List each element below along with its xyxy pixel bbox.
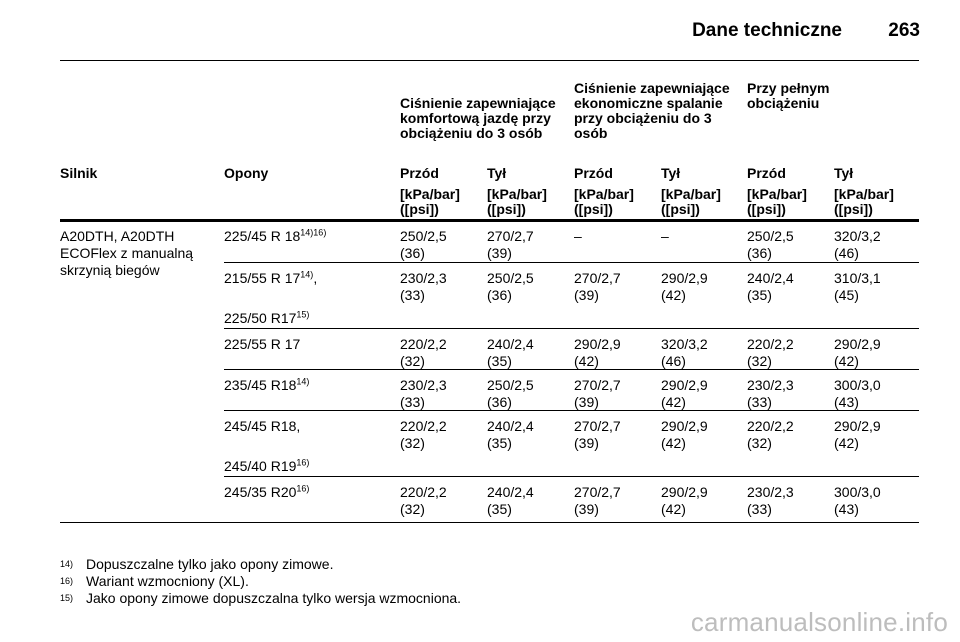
pressure-value: 270/2,7 (39) <box>574 418 621 451</box>
tire-size: 245/35 R2016) <box>224 483 310 500</box>
tire-size: 225/55 R 17 <box>224 336 301 352</box>
unit-label: [kPa/bar] ([psi]) <box>834 186 894 217</box>
pressure-value: 290/2,9 (42) <box>661 270 708 303</box>
page-title: Dane techniczne <box>692 20 842 41</box>
col-header-tires: Opony <box>224 165 269 181</box>
unit-label: [kPa/bar] ([psi]) <box>747 186 807 217</box>
pressure-value: 250/2,5 (36) <box>400 228 447 261</box>
pressure-value: 300/3,0 (43) <box>834 484 881 517</box>
row-divider <box>224 328 919 329</box>
unit-label: [kPa/bar] ([psi]) <box>400 186 460 217</box>
pressure-value: – <box>574 228 582 244</box>
pressure-value: 240/2,4 (35) <box>487 484 534 517</box>
pressure-value: 230/2,3 (33) <box>747 377 794 410</box>
pressure-value: 290/2,9 (42) <box>834 418 881 451</box>
pressure-value: 240/2,4 (35) <box>487 336 534 369</box>
col-header-engine: Silnik <box>60 165 98 181</box>
col-header-full-rear: Tył <box>834 165 854 181</box>
col-header-eco-rear: Tył <box>661 165 681 181</box>
footnote: 16) Wariant wzmocniony (XL). <box>60 573 249 589</box>
pressure-value: 270/2,7 (39) <box>487 228 534 261</box>
row-divider <box>224 410 919 411</box>
footnote: 14) Dopuszczalne tylko jako opony zimowe. <box>60 556 334 572</box>
tire-size: 215/55 R 1714), <box>224 269 318 286</box>
group-header-comfort: Ciśnienie zapewniające komfortową jazdę … <box>400 95 556 141</box>
pressure-value: 270/2,7 (39) <box>574 270 621 303</box>
page-number: 263 <box>888 20 920 41</box>
tire-size: 225/50 R1715) <box>224 309 310 326</box>
pressure-value: 300/3,0 (43) <box>834 377 881 410</box>
pressure-value: 220/2,2 (32) <box>747 418 794 451</box>
row-divider <box>224 369 919 370</box>
col-header-comfort-rear: Tył <box>487 165 507 181</box>
pressure-value: 240/2,4 (35) <box>487 418 534 451</box>
row-divider <box>224 262 919 263</box>
engine-cell: A20DTH, A20DTH ECOFlex z manualną skrzyn… <box>60 228 194 278</box>
pressure-value: 310/3,1 (45) <box>834 270 881 303</box>
pressure-value: 230/2,3 (33) <box>400 270 447 303</box>
pressure-value: 220/2,2 (32) <box>747 336 794 369</box>
footnote: 15) Jako opony zimowe dopuszczalna tylko … <box>60 590 462 606</box>
tire-size: 235/45 R1814) <box>224 376 310 393</box>
pressure-value: 220/2,2 (32) <box>400 484 447 517</box>
pressure-value: 220/2,2 (32) <box>400 336 447 369</box>
pressure-value: 240/2,4 (35) <box>747 270 794 303</box>
group-header-eco: Ciśnienie zapewniające ekonomiczne spala… <box>574 80 730 141</box>
table-bottom-divider <box>60 522 919 523</box>
pressure-value: 290/2,9 (42) <box>574 336 621 369</box>
group-header-full-load: Przy pełnym obciążeniu <box>747 80 830 111</box>
col-header-full-front: Przód <box>747 165 786 181</box>
table-header-divider <box>60 219 919 222</box>
pressure-value: 290/2,9 (42) <box>834 336 881 369</box>
col-header-comfort-front: Przód <box>400 165 439 181</box>
pressure-value: – <box>661 228 669 244</box>
pressure-value: 290/2,9 (42) <box>661 418 708 451</box>
unit-label: [kPa/bar] ([psi]) <box>661 186 721 217</box>
tire-size: 245/45 R18, <box>224 418 301 434</box>
pressure-value: 250/2,5 (36) <box>487 377 534 410</box>
pressure-value: 230/2,3 (33) <box>747 484 794 517</box>
pressure-value: 290/2,9 (42) <box>661 377 708 410</box>
pressure-value: 320/3,2 (46) <box>661 336 708 369</box>
pressure-value: 230/2,3 (33) <box>400 377 447 410</box>
watermark: carmanualsonline.info <box>690 607 948 637</box>
pressure-value: 250/2,5 (36) <box>487 270 534 303</box>
unit-label: [kPa/bar] ([psi]) <box>574 186 634 217</box>
pressure-value: 270/2,7 (39) <box>574 484 621 517</box>
pressure-value: 270/2,7 (39) <box>574 377 621 410</box>
col-header-eco-front: Przód <box>574 165 613 181</box>
pressure-value: 320/3,2 (46) <box>834 228 881 261</box>
pressure-value: 290/2,9 (42) <box>661 484 708 517</box>
header-divider <box>60 60 919 61</box>
unit-label: [kPa/bar] ([psi]) <box>487 186 547 217</box>
pressure-value: 220/2,2 (32) <box>400 418 447 451</box>
row-divider <box>224 476 919 477</box>
tire-size: 245/40 R1916) <box>224 457 310 474</box>
pressure-value: 250/2,5 (36) <box>747 228 794 261</box>
tire-size: 225/45 R 1814)16) <box>224 227 327 244</box>
